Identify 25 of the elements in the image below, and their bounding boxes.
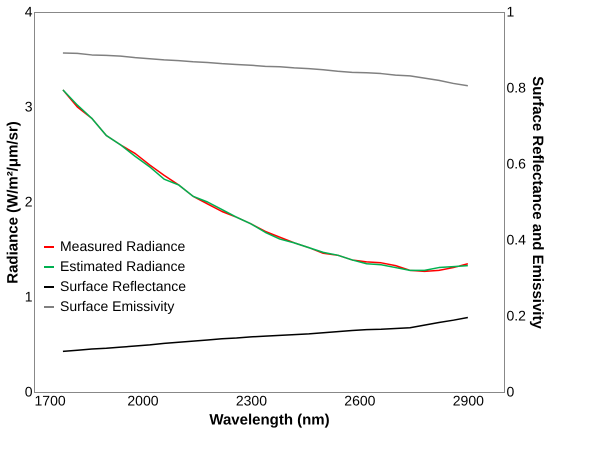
y-tick-label: 2 — [24, 194, 33, 210]
line-series — [62, 52, 469, 86]
line-series — [62, 316, 469, 352]
legend-label: Surface Reflectance — [60, 278, 186, 294]
legend-label: Surface Emissivity — [60, 298, 174, 314]
y2-tick-label: 0.6 — [506, 156, 526, 172]
y-tick-label: 0 — [24, 384, 33, 400]
x-tick-label: 2300 — [236, 392, 268, 408]
legend-label: Measured Radiance — [60, 238, 186, 254]
x-axis-title: Wavelength (nm) — [209, 412, 330, 428]
y-axis-title: Radiance (W/m²/μm/sr) — [4, 121, 22, 284]
y-tick-label: 1 — [24, 288, 33, 304]
y2-tick-label: 0.8 — [506, 80, 526, 96]
y-tick-label: 4 — [24, 4, 33, 20]
x-tick-label: 1700 — [34, 392, 66, 408]
y2-axis-title: Surface Reflectance and Emissivity — [528, 76, 546, 330]
y2-tick-label: 0 — [506, 384, 514, 400]
y2-tick-label: 1 — [506, 4, 514, 20]
legend-label: Estimated Radiance — [60, 258, 186, 274]
y-tick-label: 3 — [24, 98, 33, 114]
y2-tick-label: 0.4 — [506, 232, 526, 248]
x-tick-label: 2000 — [127, 392, 159, 408]
y2-tick-label: 0.2 — [506, 308, 526, 324]
x-tick-label: 2900 — [452, 392, 484, 408]
x-tick-label: 2600 — [344, 392, 376, 408]
